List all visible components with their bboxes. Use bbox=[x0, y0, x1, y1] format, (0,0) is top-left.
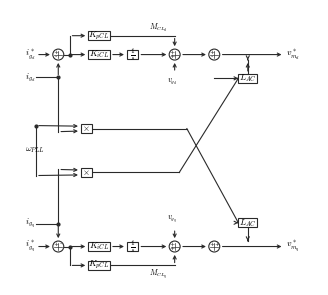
Text: $K_{iCL}$: $K_{iCL}$ bbox=[89, 49, 109, 60]
Circle shape bbox=[53, 241, 64, 252]
Bar bbox=[88, 31, 110, 40]
Bar bbox=[127, 50, 138, 59]
Bar bbox=[81, 124, 92, 133]
Text: -: - bbox=[59, 242, 62, 247]
Text: +: + bbox=[53, 242, 59, 247]
Circle shape bbox=[209, 49, 220, 60]
Text: $K_{iCL}$: $K_{iCL}$ bbox=[89, 241, 109, 252]
Text: $i^*_{g_q}$: $i^*_{g_q}$ bbox=[25, 239, 35, 254]
Text: $\times$: $\times$ bbox=[82, 124, 90, 133]
Bar bbox=[238, 218, 257, 227]
Text: +: + bbox=[209, 242, 215, 247]
Text: $L_{AC}$: $L_{AC}$ bbox=[239, 73, 257, 84]
Bar bbox=[81, 168, 92, 177]
Bar bbox=[88, 242, 110, 251]
Text: $i_{g_q}$: $i_{g_q}$ bbox=[25, 217, 35, 230]
Bar bbox=[88, 261, 110, 270]
Bar bbox=[238, 74, 257, 83]
Text: +: + bbox=[209, 50, 215, 55]
Text: $\frac{1}{s}$: $\frac{1}{s}$ bbox=[130, 46, 135, 63]
Text: $v^*_{m_q}$: $v^*_{m_q}$ bbox=[286, 239, 300, 254]
Text: $\omega_{PLL}$: $\omega_{PLL}$ bbox=[25, 146, 45, 155]
Text: $v_{g_q}$: $v_{g_q}$ bbox=[167, 213, 177, 224]
Text: +: + bbox=[170, 242, 175, 247]
Circle shape bbox=[169, 49, 180, 60]
Text: $i^*_{g_d}$: $i^*_{g_d}$ bbox=[25, 47, 35, 62]
Text: +: + bbox=[53, 50, 59, 55]
Text: -: - bbox=[211, 54, 213, 59]
Text: +: + bbox=[170, 246, 175, 251]
Text: -: - bbox=[55, 54, 57, 59]
Bar bbox=[88, 50, 110, 59]
Circle shape bbox=[209, 241, 220, 252]
Text: $K_{pCL}$: $K_{pCL}$ bbox=[88, 30, 110, 42]
Circle shape bbox=[169, 241, 180, 252]
Text: $K_{pCL}$: $K_{pCL}$ bbox=[88, 259, 110, 271]
Text: $v^*_{m_d}$: $v^*_{m_d}$ bbox=[286, 47, 300, 62]
Text: +: + bbox=[170, 50, 175, 55]
Text: $M_{CL_d}$: $M_{CL_d}$ bbox=[149, 21, 167, 34]
Text: $M_{CL_q}$: $M_{CL_q}$ bbox=[149, 268, 167, 281]
Text: $L_{AC}$: $L_{AC}$ bbox=[239, 217, 257, 229]
Text: $i_{g_d}$: $i_{g_d}$ bbox=[25, 71, 35, 83]
Circle shape bbox=[53, 49, 64, 60]
Text: $v_{g_d}$: $v_{g_d}$ bbox=[167, 76, 177, 86]
Text: $\frac{1}{s}$: $\frac{1}{s}$ bbox=[130, 238, 135, 255]
Text: +: + bbox=[214, 242, 219, 247]
Bar bbox=[127, 242, 138, 251]
Text: +: + bbox=[170, 54, 175, 59]
Text: $\times$: $\times$ bbox=[82, 168, 90, 177]
